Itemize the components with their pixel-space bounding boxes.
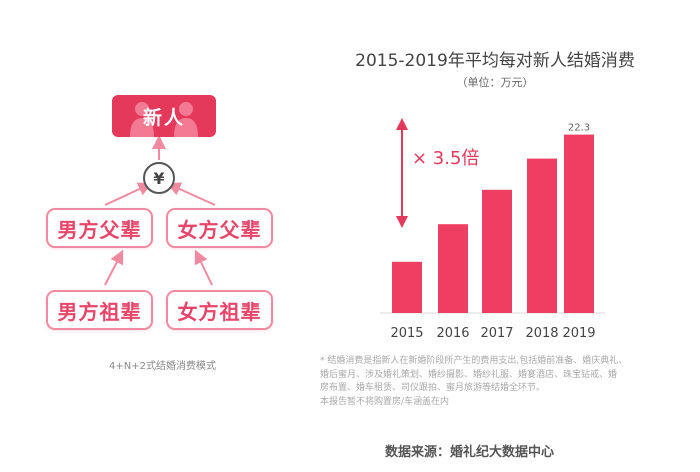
bar-2017 [482,189,512,313]
footnote-line: 房布置、婚车租赁、司仪跟拍、蜜月旅游等结婚全环节。 [320,383,546,393]
arrow-female-grandparents-to-parents [194,249,213,286]
male-parents-label: 男方父辈 [57,217,142,242]
female-parents-label: 女方父辈 [177,217,262,242]
newlywed-label: 新人 [142,106,185,129]
yen-icon: ¥ [143,162,175,194]
bar-2016 [438,224,468,313]
bar-2015 [392,261,422,313]
footnote-line: * 结婚消费是指新人在新婚阶段所产生的费用支出,包括婚前准备、婚庆典礼、 [320,356,628,366]
tick-label-2017: 2017 [480,326,513,341]
chart-title: 2015-2019年平均每对新人结婚消费 [355,51,635,71]
footnote-line: 婚后蜜月、涉及婚礼策划、婚纱摄影、婚纱礼服、婚宴酒店、珠宝钻戒、婚 [320,369,618,380]
data-source: 数据来源：婚礼纪大数据中心 [385,445,555,460]
footnotes: * 结婚消费是指新人在新婚阶段所产生的费用支出,包括婚前准备、婚庆典礼、 婚后蜜… [320,355,680,409]
tick-label-2015: 2015 [390,326,423,341]
arrow-female-parents-to-yen [166,182,216,206]
bar-2019 [564,134,594,313]
male-grandparents-box: 男方祖辈 [46,290,153,330]
female-grandparents-box: 女方祖辈 [166,290,273,330]
tick-label-2019: 2019 [562,326,595,341]
yen-symbol: ¥ [153,168,165,188]
newlywed-box: 新人 [112,95,216,137]
chart-subtitle: （单位：万元） [456,76,534,89]
growth-multiplier-label: × 3.5倍 [412,148,479,169]
footnote-line: 本报告暂不将购置房/车涵盖在内 [320,396,450,407]
bar-2018 [527,158,557,313]
arrow-male-grandparents-to-parents [104,249,124,286]
diagram-caption: 4+N+2式结婚消费模式 [109,361,216,372]
arrow-male-parents-to-yen [104,182,153,206]
male-parents-box: 男方父辈 [46,208,153,248]
couple-silhouette-icon [130,102,198,137]
tick-label-2018: 2018 [525,326,558,341]
female-grandparents-label: 女方祖辈 [177,299,262,324]
data-label-2019: 22.3 [568,123,590,134]
male-grandparents-label: 男方祖辈 [57,299,142,324]
tick-label-2016: 2016 [436,326,469,341]
female-parents-box: 女方父辈 [166,208,273,248]
